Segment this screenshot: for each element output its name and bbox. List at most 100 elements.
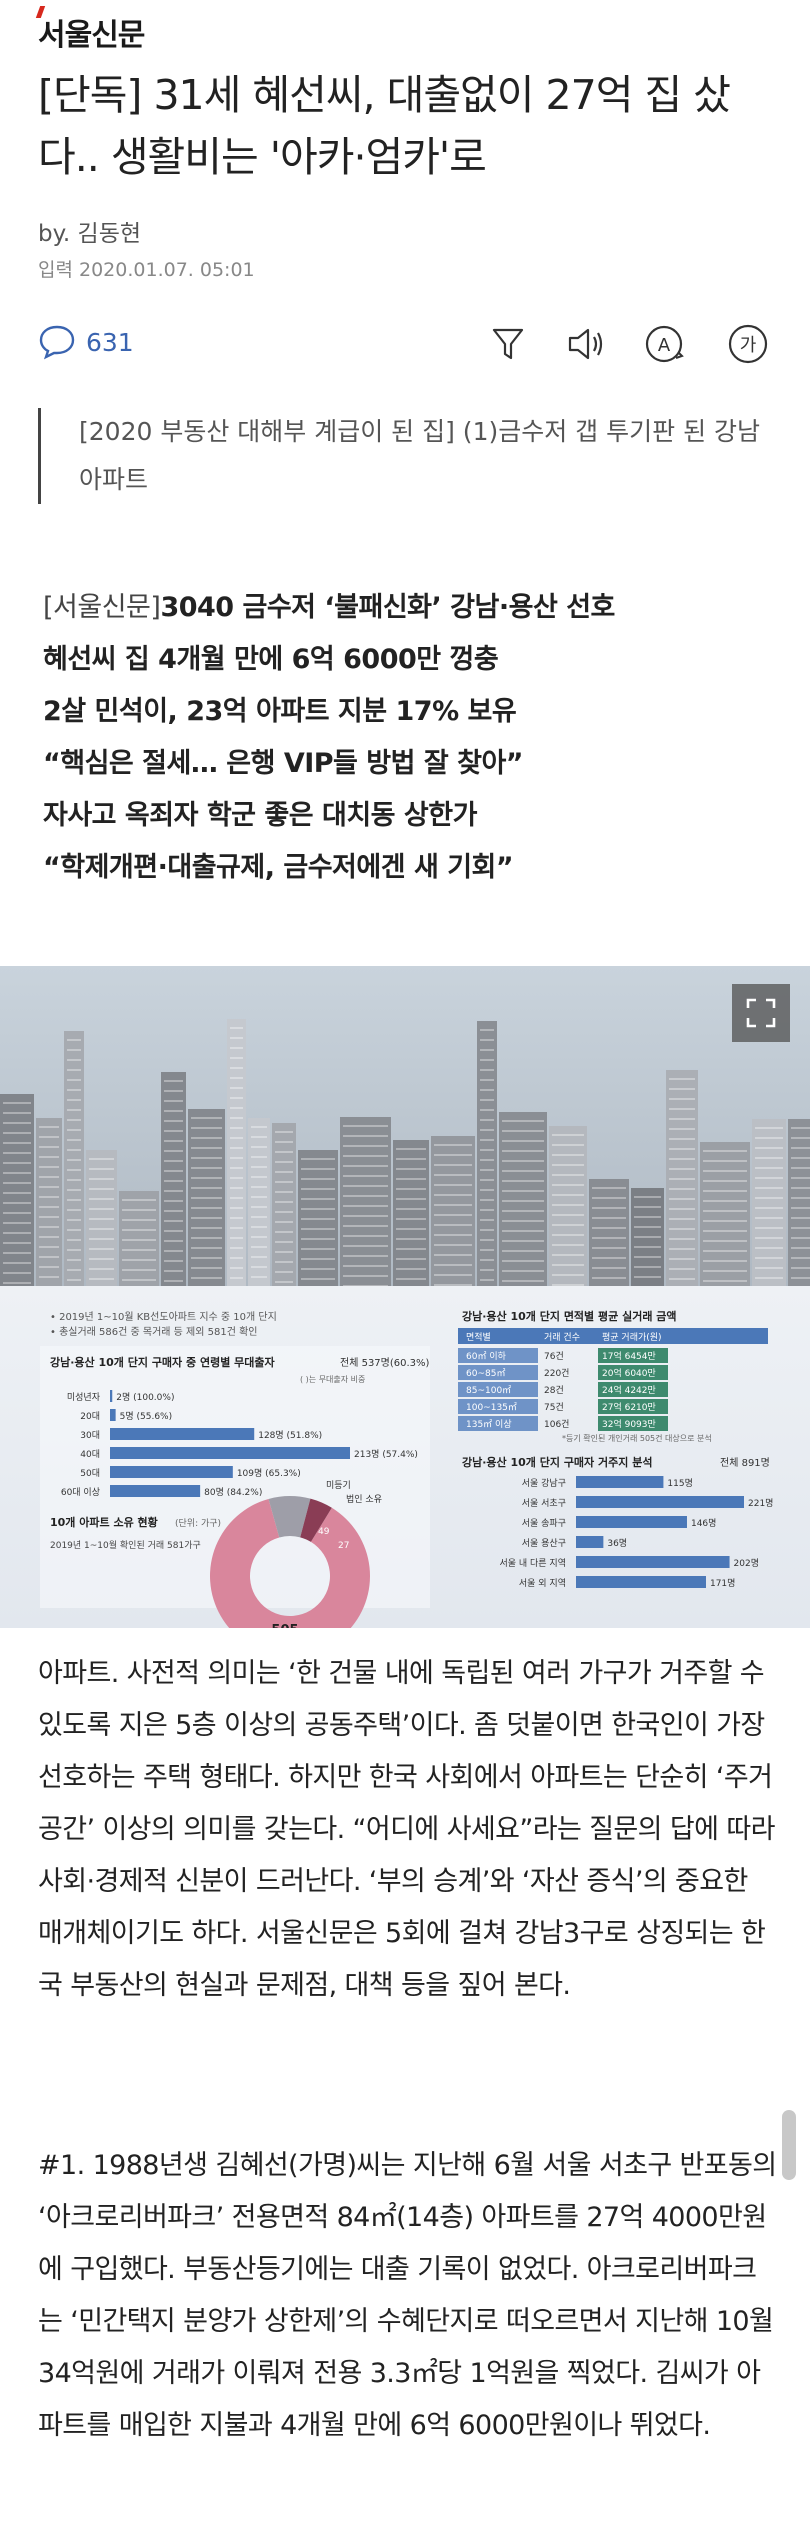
- window-row: [502, 1130, 544, 1132]
- window-row: [89, 1168, 114, 1170]
- window-row: [343, 1215, 388, 1217]
- window-row: [502, 1230, 544, 1232]
- window-row: [122, 1279, 156, 1281]
- region-label: 서울 송파구: [522, 1518, 566, 1529]
- site-logo[interactable]: 서울신문: [38, 18, 145, 53]
- age-bar: [110, 1485, 201, 1497]
- window-row: [755, 1237, 783, 1239]
- window-row: [703, 1270, 747, 1272]
- window-row: [669, 1278, 695, 1280]
- filter-icon[interactable]: [486, 322, 530, 366]
- window-row: [755, 1257, 783, 1259]
- window-row: [502, 1280, 544, 1282]
- window-row: [396, 1218, 426, 1220]
- window-row: [434, 1234, 472, 1236]
- window-row: [275, 1181, 293, 1183]
- window-row: [3, 1132, 31, 1134]
- comment-button[interactable]: 631: [38, 324, 134, 360]
- window-row: [275, 1241, 293, 1243]
- scrollbar-thumb[interactable]: [782, 2110, 796, 2180]
- region-chart-title: 강남·용산 10개 단지 구매자 거주지 분석: [462, 1455, 652, 1469]
- window-row: [634, 1266, 661, 1268]
- window-row: [191, 1157, 222, 1159]
- window-row: [230, 1207, 243, 1209]
- window-row: [396, 1208, 426, 1210]
- window-row: [67, 1159, 81, 1161]
- window-row: [502, 1170, 544, 1172]
- window-row: [89, 1218, 114, 1220]
- window-row: [502, 1260, 544, 1262]
- window-row: [251, 1206, 267, 1208]
- age-value-label: 213명 (57.4%): [354, 1449, 418, 1460]
- window-row: [3, 1122, 31, 1124]
- window-row: [301, 1198, 335, 1200]
- window-row: [634, 1236, 661, 1238]
- area-table-row: [458, 1399, 538, 1414]
- window-row: [164, 1120, 183, 1122]
- translate-icon[interactable]: A: [642, 322, 686, 366]
- window-row: [343, 1205, 388, 1207]
- window-row: [191, 1257, 222, 1259]
- window-row: [669, 1108, 695, 1110]
- window-row: [791, 1157, 810, 1159]
- building-shape: [161, 1072, 186, 1296]
- window-row: [396, 1188, 426, 1190]
- window-row: [343, 1225, 388, 1227]
- region-value-label: 146명: [691, 1518, 716, 1529]
- window-row: [230, 1167, 243, 1169]
- speaker-icon[interactable]: [564, 322, 608, 366]
- window-row: [703, 1200, 747, 1202]
- city-photo: [0, 966, 810, 1296]
- window-row: [191, 1237, 222, 1239]
- window-row: [164, 1280, 183, 1282]
- window-row: [592, 1247, 626, 1249]
- window-row: [39, 1186, 59, 1188]
- pie-subtitle: 2019년 1~10월 확인된 거래 581가구: [50, 1539, 201, 1551]
- window-row: [434, 1284, 472, 1286]
- window-row: [164, 1130, 183, 1132]
- window-row: [669, 1168, 695, 1170]
- building-shape: [549, 1126, 587, 1296]
- window-row: [669, 1098, 695, 1100]
- area-table-cell: 20억 6040만: [602, 1367, 656, 1379]
- window-row: [275, 1271, 293, 1273]
- window-row: [592, 1257, 626, 1259]
- window-row: [434, 1254, 472, 1256]
- window-row: [275, 1171, 293, 1173]
- window-row: [703, 1170, 747, 1172]
- window-row: [669, 1078, 695, 1080]
- font-size-icon[interactable]: 가: [726, 322, 770, 366]
- window-row: [480, 1069, 494, 1071]
- window-row: [230, 1257, 243, 1259]
- window-row: [552, 1234, 584, 1236]
- window-row: [669, 1138, 695, 1140]
- window-row: [480, 1049, 494, 1051]
- window-row: [703, 1190, 747, 1192]
- window-row: [67, 1079, 81, 1081]
- region-value-label: 36명: [607, 1538, 627, 1549]
- window-row: [480, 1219, 494, 1221]
- window-row: [552, 1254, 584, 1256]
- age-label: 30대: [80, 1430, 100, 1441]
- window-row: [164, 1170, 183, 1172]
- window-row: [89, 1188, 114, 1190]
- window-row: [164, 1180, 183, 1182]
- age-chart-title: 강남·용산 10개 단지 구매자 중 연령별 무대출자: [50, 1355, 276, 1369]
- window-row: [301, 1218, 335, 1220]
- window-row: [164, 1100, 183, 1102]
- building-shape: [36, 1118, 62, 1296]
- building-shape: [499, 1112, 547, 1296]
- window-row: [89, 1208, 114, 1210]
- region-label: 서울 내 다른 지역: [499, 1558, 566, 1569]
- window-row: [164, 1250, 183, 1252]
- article-byline[interactable]: by. 김동현: [38, 221, 142, 247]
- pie-title: 10개 아파트 소유 현황: [50, 1515, 158, 1529]
- window-row: [89, 1198, 114, 1200]
- region-bar: [576, 1476, 664, 1488]
- age-chart-note: ( )는 무대출자 비중: [300, 1374, 365, 1384]
- expand-image-button[interactable]: [732, 984, 790, 1042]
- window-row: [39, 1146, 59, 1148]
- infographic-svg: • 2019년 1~10월 KB선도아파트 지수 중 10개 단지 • 총실거래…: [40, 1309, 773, 1628]
- window-row: [343, 1155, 388, 1157]
- window-row: [755, 1127, 783, 1129]
